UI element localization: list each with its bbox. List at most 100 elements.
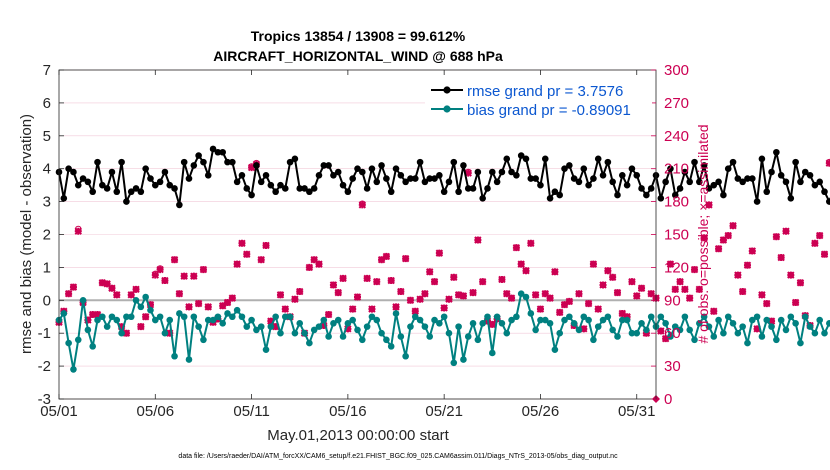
obs-assimilated-point — [218, 302, 227, 310]
obs-assimilated-point — [787, 271, 795, 279]
bias-point — [147, 306, 154, 314]
obs-assimilated-point — [247, 163, 256, 172]
obs-assimilated-point — [474, 236, 482, 244]
obs-assimilated-point — [772, 232, 781, 241]
bias-point — [604, 313, 612, 321]
obs-assimilated-point — [724, 231, 732, 240]
rmse-point — [132, 185, 140, 192]
rmse-point — [127, 188, 135, 196]
bias-point — [686, 326, 694, 334]
rmse-point — [79, 175, 87, 182]
rmse-point — [455, 188, 462, 196]
rmse-point — [566, 162, 573, 169]
x-tick-label: 05/31 — [618, 403, 656, 420]
bias-point — [74, 336, 82, 344]
bias-point — [79, 297, 87, 304]
rmse-point — [493, 178, 501, 186]
obs-assimilated-point — [758, 291, 766, 299]
obs-assimilated-point — [93, 310, 102, 319]
bias-point — [662, 320, 669, 327]
y-tick-label: 5 — [43, 128, 51, 145]
bias-point — [89, 343, 97, 350]
legend-bias-marker — [443, 105, 451, 113]
rmse-point — [291, 155, 299, 163]
rmse-point — [638, 185, 645, 192]
rmse-point — [286, 158, 294, 166]
rmse-point — [411, 175, 419, 182]
y-right-tick-label: 300 — [664, 62, 689, 79]
rmse-point — [161, 168, 169, 176]
rmse-point — [204, 171, 212, 179]
bias-point — [503, 329, 511, 337]
rmse-point — [787, 195, 795, 202]
bias-point — [257, 323, 265, 330]
obs-assimilated-point — [777, 253, 785, 262]
rmse-point — [556, 191, 564, 199]
bias-point — [517, 290, 525, 298]
rmse-point — [618, 171, 626, 179]
obs-assimilated-point — [74, 227, 82, 235]
bias-point — [748, 316, 756, 324]
rmse-point — [431, 175, 438, 182]
obs-assimilated-point — [320, 321, 328, 330]
rmse-point — [190, 162, 198, 169]
bias-point — [618, 316, 626, 324]
obs-assimilated-point — [690, 265, 699, 274]
bias-point — [623, 316, 631, 324]
rmse-point — [580, 165, 588, 172]
y-right-tick-label: 240 — [664, 128, 689, 145]
rmse-point — [710, 181, 718, 189]
rmse-point — [546, 195, 554, 202]
bias-point — [556, 329, 564, 337]
bias-point — [450, 359, 458, 367]
obs-assimilated-point — [392, 303, 400, 311]
rmse-point — [594, 155, 602, 163]
obs-assimilated-point — [137, 322, 145, 331]
bias-point — [416, 316, 424, 324]
bias-point — [315, 323, 323, 330]
obs-assimilated-point — [204, 303, 212, 311]
obs-assimilated-point — [435, 249, 444, 257]
rmse-point — [681, 168, 689, 176]
obs-assimilated-point — [117, 322, 126, 331]
bias-point — [570, 320, 578, 327]
rmse-point — [498, 168, 506, 176]
rmse-line — [58, 147, 830, 206]
rmse-point — [734, 175, 742, 182]
bias-point — [142, 293, 149, 301]
obs-assimilated-point — [305, 263, 314, 272]
bias-point — [628, 329, 636, 337]
obs-assimilated-point — [565, 297, 574, 306]
bias-point — [710, 333, 718, 340]
obs-assimilated-point — [604, 266, 612, 275]
bias-point — [667, 333, 674, 340]
rmse-point — [773, 148, 780, 156]
y-right-tick-label: 150 — [664, 227, 689, 244]
rmse-point — [344, 188, 352, 196]
rmse-point — [758, 155, 766, 163]
bias-point — [180, 313, 188, 321]
rmse-point — [696, 178, 703, 186]
rmse-point — [614, 191, 621, 199]
obs-assimilated-point — [348, 305, 357, 313]
rmse-point — [489, 168, 496, 176]
bias-point — [734, 329, 742, 337]
obs-assimilated-point — [324, 310, 333, 319]
rmse-point — [623, 181, 631, 189]
bias-point — [320, 316, 328, 324]
legend-rmse-label: rmse grand pr = 3.7576 — [467, 83, 623, 100]
rmse-point — [325, 162, 332, 169]
rmse-point — [103, 185, 111, 192]
rmse-point — [537, 181, 544, 189]
x-axis-label: May.01,2013 00:00:00 start — [267, 427, 449, 444]
bias-point — [797, 339, 804, 347]
obs-assimilated-point — [719, 236, 728, 244]
rmse-point — [599, 171, 607, 179]
rmse-point — [484, 185, 491, 192]
bias-point — [224, 310, 231, 317]
rmse-point — [604, 158, 612, 166]
bias-point — [262, 346, 270, 353]
obs-assimilated-point — [69, 283, 78, 291]
rmse-point — [94, 158, 101, 166]
